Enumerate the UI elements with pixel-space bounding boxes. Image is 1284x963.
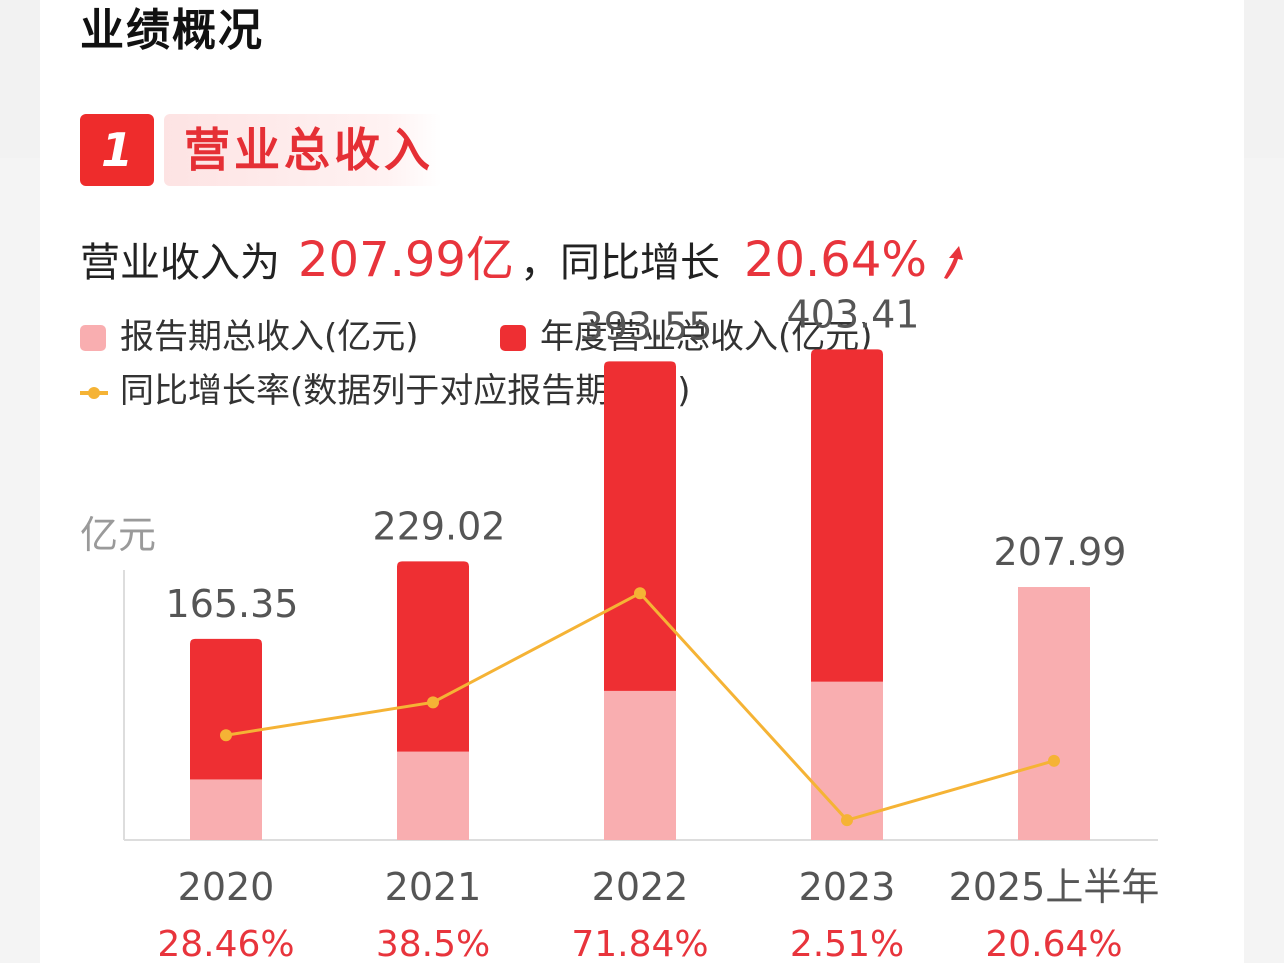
bar-period-2021 (397, 751, 469, 840)
bar-period-2022 (604, 690, 676, 840)
growth-rate-point (841, 814, 853, 827)
bar-value-label: 165.35 (166, 582, 299, 626)
trend-up-icon (943, 246, 963, 279)
growth-rate-label: 20.64% (985, 924, 1122, 963)
bar-value-label: 229.02 (373, 504, 506, 548)
growth-rate-point (1048, 754, 1060, 767)
summary-revenue-value: 207.99亿 (298, 232, 514, 288)
growth-rate-point (634, 587, 646, 600)
legend-swatch-growth (80, 387, 108, 399)
legend-label-period: 报告期总收入(亿元) (120, 317, 419, 357)
section-badge: 1 营业总收入 (80, 114, 442, 186)
growth-rate-label: 71.84% (571, 924, 708, 963)
y-axis-unit-label: 亿元 (80, 513, 156, 557)
growth-rate-point (427, 696, 439, 709)
bar-value-label: 207.99 (994, 530, 1127, 574)
x-tick-label: 2025上半年 (949, 865, 1160, 909)
x-tick-label: 2023 (799, 865, 896, 909)
x-tick-label: 2021 (385, 865, 482, 909)
growth-rate-label: 38.5% (376, 924, 490, 963)
bar-value-label: 393.55 (580, 304, 713, 348)
summary-middle: ，同比增长 (519, 240, 720, 286)
summary-prefix: 营业收入为 (80, 240, 280, 286)
badge-label: 营业总收入 (164, 114, 442, 186)
growth-rate-label: 28.46% (157, 924, 294, 963)
x-tick-label: 2022 (592, 865, 689, 909)
bar-value-label: 403.41 (787, 292, 920, 336)
badge-number: 1 (80, 114, 154, 186)
growth-rate-label: 2.51% (790, 924, 904, 963)
summary-growth-value: 20.64% (743, 232, 927, 288)
legend-item-growth: 同比增长率(数据列于对应报告期下方) (80, 368, 691, 414)
bar-period-2025上半年 (1018, 587, 1090, 840)
legend-item-period: 报告期总收入(亿元) (80, 314, 419, 360)
growth-rate-point (220, 729, 232, 742)
legend-swatch-period (80, 325, 106, 351)
legend-swatch-annual (500, 325, 526, 351)
section-title: 业绩概况 (80, 5, 264, 56)
legend-label-growth: 同比增长率(数据列于对应报告期下方) (120, 371, 691, 411)
bar-period-2020 (190, 779, 262, 840)
x-tick-label: 2020 (178, 865, 275, 909)
revenue-summary: 营业收入为 207.99亿 ，同比增长 20.64% (80, 228, 966, 292)
